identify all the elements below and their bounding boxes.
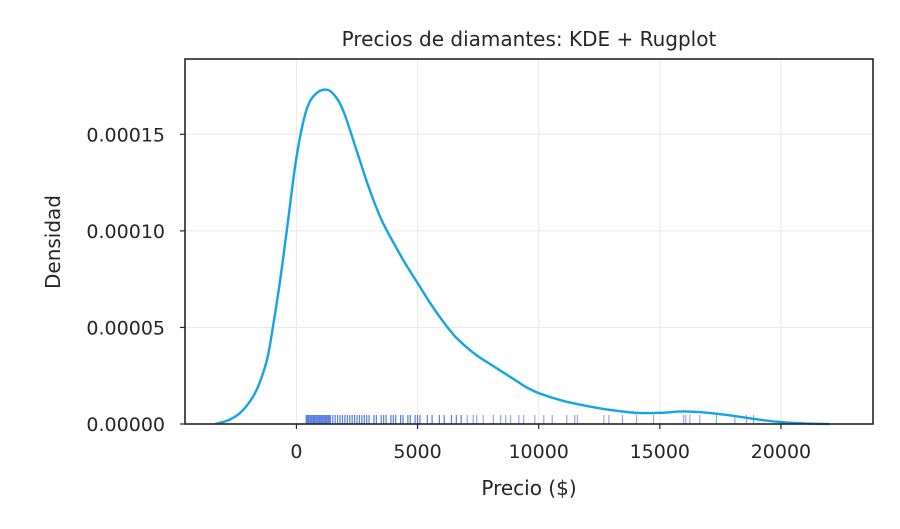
y-tick-label: 0.00000	[86, 414, 165, 436]
rugplot	[305, 415, 755, 424]
grid	[185, 59, 873, 425]
x-tick-label: 0	[290, 441, 302, 463]
y-axis-label: Densidad	[41, 195, 65, 289]
x-axis: 0 5000 10000 15000 20000	[290, 424, 811, 463]
x-tick-label: 10000	[508, 441, 568, 463]
x-tick-label: 20000	[751, 441, 811, 463]
x-axis-label: Precio ($)	[481, 476, 576, 500]
y-tick-label: 0.00015	[86, 124, 165, 146]
plot-frame	[184, 58, 874, 425]
y-tick-label: 0.00005	[86, 317, 165, 339]
y-axis: 0.00000 0.00005 0.00010 0.00015	[86, 124, 185, 436]
chart-title: Precios de diamantes: KDE + Rugplot	[342, 27, 717, 51]
y-tick-label: 0.00010	[86, 221, 165, 243]
x-tick-label: 5000	[393, 441, 441, 463]
kde-line	[214, 88, 830, 426]
x-tick-label: 15000	[630, 441, 690, 463]
